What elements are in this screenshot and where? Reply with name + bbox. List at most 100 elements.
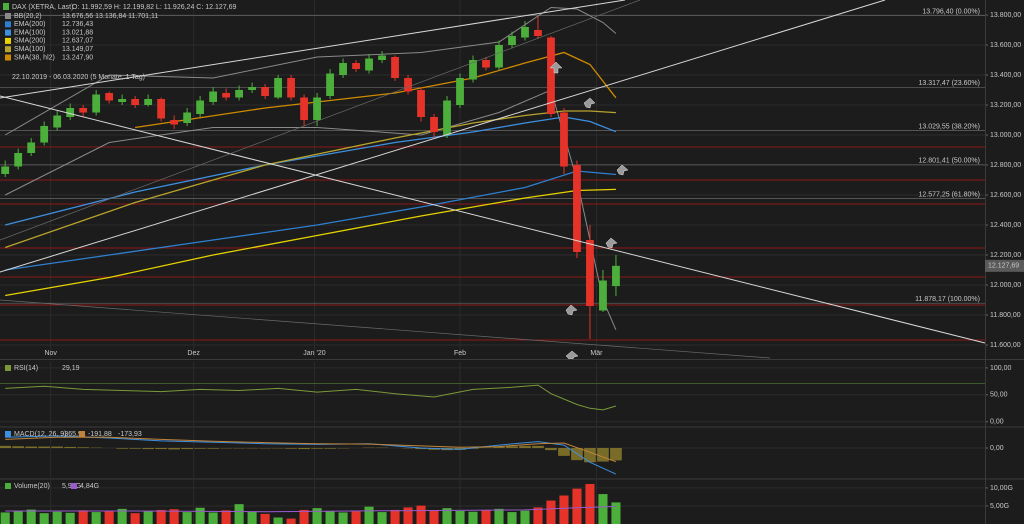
legend-swatch — [5, 29, 11, 36]
candle-body — [560, 112, 568, 167]
candle-body — [1, 166, 10, 174]
y-tick-label: 0,00 — [990, 445, 1004, 452]
histogram-bar — [298, 448, 310, 450]
x-tick-label: Jan '20 — [303, 350, 325, 357]
histogram-bar — [506, 446, 518, 448]
volume-bar — [416, 505, 426, 524]
candle-body — [144, 99, 153, 105]
trend-line — [0, 0, 641, 241]
candle-body — [66, 108, 75, 117]
volume-bar — [533, 507, 543, 524]
legend-value: -365,91 — [62, 431, 86, 438]
legend-label: EMA(200) — [14, 21, 46, 28]
volume-bar — [0, 512, 10, 524]
volume-bar — [559, 495, 569, 524]
candle-body — [339, 63, 347, 75]
histogram-bar — [493, 446, 505, 448]
arrow-icon — [549, 61, 563, 74]
volume-bar — [117, 508, 127, 524]
histogram-bar — [142, 448, 154, 450]
y-tick-label: 100,00 — [990, 365, 1012, 372]
x-tick-label: Feb — [454, 350, 466, 357]
histogram-bar — [558, 448, 570, 456]
legend-value: -173,93 — [118, 431, 142, 438]
ma-line — [5, 116, 617, 226]
candle-body — [456, 78, 464, 105]
y-tick-label: 0,00 — [990, 419, 1004, 426]
candle-body — [40, 126, 49, 143]
histogram-bar — [519, 445, 531, 448]
candle-body — [378, 55, 386, 60]
legend-value: 12.637,07 — [62, 38, 93, 45]
volume-bar — [429, 510, 439, 524]
candle-body — [352, 63, 360, 69]
y-tick-label: 12.200,00 — [990, 252, 1021, 259]
histogram-bar — [532, 445, 544, 448]
candle-body — [417, 90, 425, 117]
volume-bar — [26, 509, 36, 524]
histogram-bar — [64, 446, 77, 448]
legend-swatch — [5, 21, 11, 28]
candle-body — [118, 99, 127, 102]
volume-bar — [585, 483, 595, 524]
y-tick-label: 13.800,00 — [990, 12, 1021, 19]
volume-bar — [468, 511, 478, 524]
candle-body — [261, 87, 269, 96]
fib-label: 12.577,25 (61.80%) — [919, 191, 981, 198]
legend-label: RSI(14) — [14, 365, 38, 372]
volume-bar — [52, 511, 62, 524]
histogram-bar — [25, 446, 38, 448]
volume-bar — [507, 512, 517, 524]
y-tick-label: 12.000,00 — [990, 282, 1021, 289]
legend-swatch — [79, 431, 85, 437]
x-tick-label: Nov — [44, 350, 57, 357]
fib-label: 11.878,17 (100.00%) — [915, 296, 980, 303]
candle-body — [92, 94, 101, 113]
y-tick-label: 13.000,00 — [990, 132, 1021, 139]
histogram-bar — [545, 448, 557, 451]
legend-swatch — [5, 54, 11, 61]
histogram-bar — [155, 448, 167, 450]
candle-body — [79, 108, 88, 113]
volume-bar — [182, 512, 192, 524]
volume-bar — [130, 513, 140, 524]
histogram-bar — [584, 448, 596, 463]
legend-swatch — [5, 431, 11, 437]
volume-bar — [325, 511, 335, 524]
candle-body — [391, 57, 399, 78]
volume-bar — [286, 518, 296, 524]
last-price-box — [985, 259, 1024, 272]
legend-value: 4,84G — [80, 483, 99, 490]
legend-swatch — [5, 37, 11, 44]
histogram-bar — [285, 448, 297, 449]
y-tick-label: 10,00G — [990, 485, 1013, 492]
legend-icon — [3, 3, 9, 10]
candle-body — [430, 117, 438, 132]
histogram-bar — [207, 448, 219, 449]
candle-body — [209, 91, 218, 102]
legend-swatch — [71, 483, 77, 489]
histogram-bar — [311, 448, 323, 449]
legend-value: 29,19 — [62, 365, 80, 372]
y-tick-label: 13.200,00 — [990, 102, 1021, 109]
volume-bar — [260, 513, 270, 524]
legend-value: 13.247,90 — [62, 54, 93, 61]
y-tick-label: 11.800,00 — [990, 312, 1021, 319]
candle-body — [274, 78, 282, 98]
legend-swatch — [5, 483, 11, 489]
volume-bar — [78, 510, 88, 524]
legend-value: 13.149,07 — [62, 46, 93, 53]
y-tick-label: 11.600,00 — [990, 342, 1021, 349]
volume-bar — [39, 513, 49, 524]
histogram-bar — [597, 448, 609, 462]
volume-bar — [520, 510, 530, 524]
volume-bar — [221, 510, 231, 524]
volume-bar — [234, 504, 244, 524]
volume-bar — [494, 508, 504, 524]
candle-body — [469, 60, 477, 80]
y-tick-label: 12.600,00 — [990, 192, 1021, 199]
candle-body — [482, 60, 490, 68]
x-tick-label: Dez — [187, 350, 200, 357]
candle-body — [27, 142, 36, 153]
fib-label: 13.796,40 (0.00%) — [922, 8, 980, 15]
